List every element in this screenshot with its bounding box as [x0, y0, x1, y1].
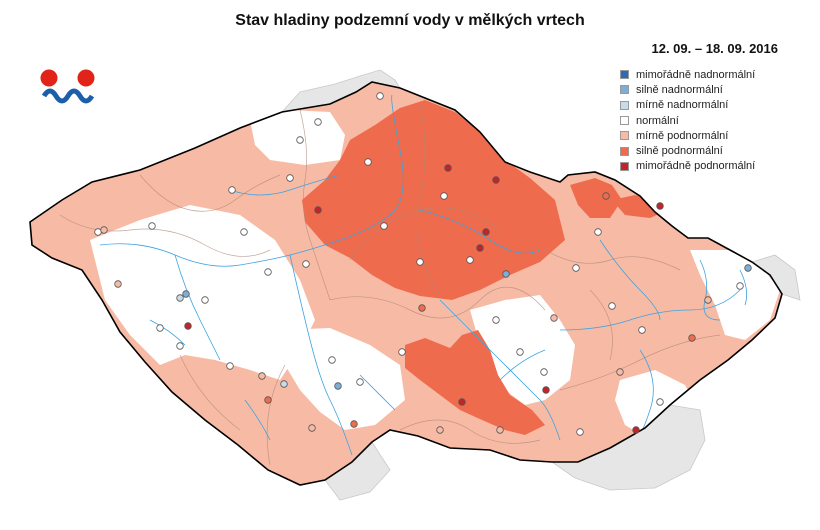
station-marker[interactable]: [736, 282, 744, 290]
station-marker[interactable]: [314, 118, 322, 126]
station-marker[interactable]: [492, 176, 500, 184]
legend-label: mimořádně podnormální: [636, 160, 756, 173]
legend-label: silně nadnormální: [636, 83, 723, 96]
station-marker[interactable]: [376, 92, 384, 100]
chmi-logo-icon: [40, 69, 95, 104]
station-marker[interactable]: [240, 228, 248, 236]
date-range: 12. 09. – 18. 09. 2016: [651, 41, 779, 56]
legend-swatch: [620, 116, 629, 126]
legend-item: mimořádně podnormální: [620, 159, 755, 174]
legend-swatch: [620, 70, 629, 80]
station-marker[interactable]: [608, 302, 616, 310]
station-marker[interactable]: [594, 228, 602, 236]
legend-swatch: [620, 161, 629, 171]
station-marker[interactable]: [416, 258, 424, 266]
station-marker[interactable]: [182, 290, 190, 298]
country-border: [29, 81, 783, 486]
station-marker[interactable]: [656, 398, 664, 406]
legend-swatch: [620, 131, 629, 141]
station-marker[interactable]: [380, 222, 388, 230]
station-marker[interactable]: [308, 424, 316, 432]
station-marker[interactable]: [201, 296, 209, 304]
legend-swatch: [620, 85, 629, 95]
station-marker[interactable]: [228, 186, 236, 194]
station-marker[interactable]: [502, 270, 510, 278]
station-marker[interactable]: [576, 428, 584, 436]
neighbour-areas: [280, 69, 801, 501]
station-marker[interactable]: [492, 316, 500, 324]
station-marker[interactable]: [418, 304, 426, 312]
station-marker[interactable]: [440, 192, 448, 200]
legend-swatch: [620, 100, 629, 110]
station-marker[interactable]: [638, 326, 646, 334]
legend-item: normální: [620, 113, 755, 128]
legend-item: mírně podnormální: [620, 128, 755, 143]
legend-item: silně nadnormální: [620, 82, 755, 97]
station-marker[interactable]: [184, 322, 192, 330]
legend-label: mimořádně nadnormální: [636, 68, 756, 81]
legend-swatch: [620, 146, 629, 156]
station-marker[interactable]: [542, 386, 550, 394]
station-marker[interactable]: [156, 324, 164, 332]
station-marker[interactable]: [148, 222, 156, 230]
station-marker[interactable]: [540, 368, 548, 376]
legend: mimořádně nadnormální silně nadnormální …: [620, 67, 755, 174]
station-marker[interactable]: [572, 264, 580, 272]
stations: [94, 92, 752, 436]
station-marker[interactable]: [476, 244, 484, 252]
legend-item: mimořádně nadnormální: [620, 67, 755, 82]
station-marker[interactable]: [314, 206, 322, 214]
legend-label: mírně nadnormální: [636, 99, 729, 112]
station-marker[interactable]: [364, 158, 372, 166]
station-marker[interactable]: [264, 268, 272, 276]
station-marker[interactable]: [328, 356, 336, 364]
station-marker[interactable]: [264, 396, 272, 404]
station-marker[interactable]: [302, 260, 310, 268]
station-marker[interactable]: [444, 164, 452, 172]
station-marker[interactable]: [482, 228, 490, 236]
station-marker[interactable]: [516, 348, 524, 356]
station-marker[interactable]: [176, 342, 184, 350]
station-marker[interactable]: [100, 226, 108, 234]
station-marker[interactable]: [350, 420, 358, 428]
station-marker[interactable]: [688, 334, 696, 342]
legend-label: mírně podnormální: [636, 129, 729, 142]
legend-label: silně podnormální: [636, 145, 723, 158]
legend-item: silně podnormální: [620, 143, 755, 158]
station-marker[interactable]: [496, 426, 504, 434]
station-marker[interactable]: [550, 314, 558, 322]
station-marker[interactable]: [280, 380, 288, 388]
station-marker[interactable]: [176, 294, 184, 302]
legend-item: mírně nadnormální: [620, 98, 755, 113]
station-marker[interactable]: [94, 228, 102, 236]
map-title: Stav hladiny podzemní vody v mělkých vrt…: [235, 12, 585, 29]
station-marker[interactable]: [704, 296, 712, 304]
legend-label: normální: [636, 114, 679, 127]
station-marker[interactable]: [114, 280, 122, 288]
catchment-boundaries: [59, 104, 721, 466]
station-marker[interactable]: [296, 136, 304, 144]
station-marker[interactable]: [632, 426, 640, 434]
station-marker[interactable]: [744, 264, 752, 272]
station-marker[interactable]: [226, 362, 234, 370]
station-marker[interactable]: [356, 378, 364, 386]
station-marker[interactable]: [458, 398, 466, 406]
station-marker[interactable]: [436, 426, 444, 434]
station-marker[interactable]: [616, 368, 624, 376]
station-marker[interactable]: [334, 382, 342, 390]
station-marker[interactable]: [286, 174, 294, 182]
rivers: [99, 94, 748, 456]
station-marker[interactable]: [656, 202, 664, 210]
station-marker[interactable]: [466, 256, 474, 264]
station-marker[interactable]: [398, 348, 406, 356]
station-marker[interactable]: [602, 192, 610, 200]
station-marker[interactable]: [258, 372, 266, 380]
